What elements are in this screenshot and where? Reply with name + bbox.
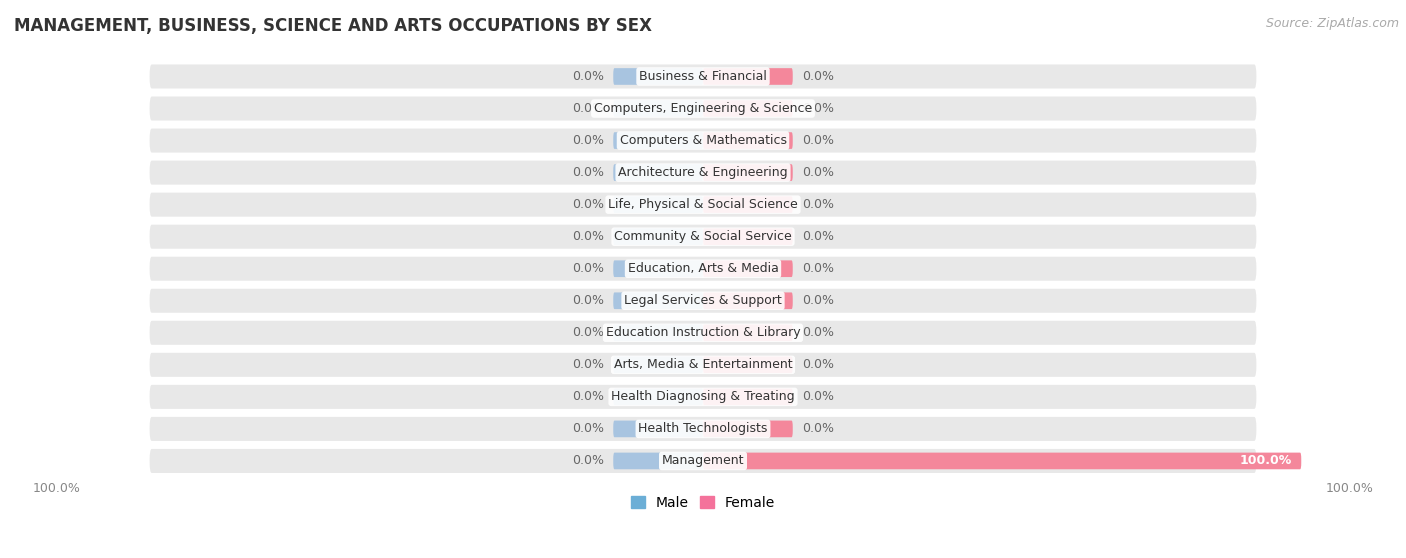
Text: 0.0%: 0.0%	[572, 198, 605, 211]
FancyBboxPatch shape	[149, 128, 1257, 152]
Text: Education, Arts & Media: Education, Arts & Media	[627, 262, 779, 275]
Text: Computers, Engineering & Science: Computers, Engineering & Science	[593, 102, 813, 115]
FancyBboxPatch shape	[613, 357, 703, 373]
FancyBboxPatch shape	[613, 228, 703, 245]
Text: 0.0%: 0.0%	[572, 102, 605, 115]
FancyBboxPatch shape	[613, 68, 703, 85]
Text: 0.0%: 0.0%	[801, 294, 834, 307]
FancyBboxPatch shape	[149, 193, 1257, 217]
FancyBboxPatch shape	[149, 353, 1257, 377]
Text: 0.0%: 0.0%	[801, 326, 834, 339]
FancyBboxPatch shape	[149, 288, 1257, 313]
FancyBboxPatch shape	[613, 100, 703, 117]
Text: 100.0%: 100.0%	[1240, 454, 1292, 468]
FancyBboxPatch shape	[613, 453, 703, 469]
Text: Source: ZipAtlas.com: Source: ZipAtlas.com	[1265, 17, 1399, 30]
FancyBboxPatch shape	[613, 196, 703, 213]
FancyBboxPatch shape	[149, 417, 1257, 441]
FancyBboxPatch shape	[703, 357, 793, 373]
FancyBboxPatch shape	[703, 164, 793, 181]
FancyBboxPatch shape	[703, 388, 793, 405]
FancyBboxPatch shape	[703, 196, 793, 213]
FancyBboxPatch shape	[613, 421, 703, 437]
Text: 0.0%: 0.0%	[572, 262, 605, 275]
FancyBboxPatch shape	[703, 292, 793, 309]
FancyBboxPatch shape	[149, 257, 1257, 281]
Text: 0.0%: 0.0%	[572, 326, 605, 339]
Text: Computers & Mathematics: Computers & Mathematics	[620, 134, 786, 147]
Text: 0.0%: 0.0%	[572, 294, 605, 307]
Text: Community & Social Service: Community & Social Service	[614, 230, 792, 243]
Text: 0.0%: 0.0%	[801, 166, 834, 179]
Text: Education Instruction & Library: Education Instruction & Library	[606, 326, 800, 339]
Text: 0.0%: 0.0%	[801, 230, 834, 243]
Text: 100.0%: 100.0%	[1326, 482, 1374, 495]
Text: Life, Physical & Social Science: Life, Physical & Social Science	[609, 198, 797, 211]
FancyBboxPatch shape	[703, 261, 793, 277]
Text: Arts, Media & Entertainment: Arts, Media & Entertainment	[613, 358, 793, 371]
FancyBboxPatch shape	[703, 68, 793, 85]
FancyBboxPatch shape	[149, 97, 1257, 121]
FancyBboxPatch shape	[703, 324, 793, 341]
FancyBboxPatch shape	[149, 321, 1257, 345]
Text: 0.0%: 0.0%	[801, 198, 834, 211]
Text: Health Technologists: Health Technologists	[638, 422, 768, 435]
FancyBboxPatch shape	[149, 65, 1257, 89]
FancyBboxPatch shape	[613, 292, 703, 309]
FancyBboxPatch shape	[613, 261, 703, 277]
FancyBboxPatch shape	[703, 228, 793, 245]
Text: 0.0%: 0.0%	[572, 422, 605, 435]
Legend: Male, Female: Male, Female	[626, 490, 780, 515]
FancyBboxPatch shape	[149, 161, 1257, 185]
Text: 0.0%: 0.0%	[572, 454, 605, 468]
FancyBboxPatch shape	[703, 453, 1302, 469]
Text: 0.0%: 0.0%	[572, 358, 605, 371]
FancyBboxPatch shape	[149, 449, 1257, 473]
Text: Management: Management	[662, 454, 744, 468]
Text: 0.0%: 0.0%	[801, 70, 834, 83]
Text: 0.0%: 0.0%	[801, 358, 834, 371]
FancyBboxPatch shape	[613, 164, 703, 181]
Text: 100.0%: 100.0%	[32, 482, 80, 495]
Text: 0.0%: 0.0%	[572, 391, 605, 403]
FancyBboxPatch shape	[613, 324, 703, 341]
FancyBboxPatch shape	[613, 132, 703, 149]
Text: 0.0%: 0.0%	[572, 230, 605, 243]
FancyBboxPatch shape	[149, 385, 1257, 409]
Text: Health Diagnosing & Treating: Health Diagnosing & Treating	[612, 391, 794, 403]
Text: 0.0%: 0.0%	[572, 134, 605, 147]
Text: Business & Financial: Business & Financial	[640, 70, 766, 83]
Text: Legal Services & Support: Legal Services & Support	[624, 294, 782, 307]
FancyBboxPatch shape	[703, 100, 793, 117]
Text: 0.0%: 0.0%	[801, 102, 834, 115]
Text: 0.0%: 0.0%	[572, 166, 605, 179]
Text: MANAGEMENT, BUSINESS, SCIENCE AND ARTS OCCUPATIONS BY SEX: MANAGEMENT, BUSINESS, SCIENCE AND ARTS O…	[14, 17, 652, 35]
Text: Architecture & Engineering: Architecture & Engineering	[619, 166, 787, 179]
Text: 0.0%: 0.0%	[572, 70, 605, 83]
Text: 0.0%: 0.0%	[801, 134, 834, 147]
FancyBboxPatch shape	[703, 421, 793, 437]
FancyBboxPatch shape	[613, 388, 703, 405]
Text: 0.0%: 0.0%	[801, 422, 834, 435]
FancyBboxPatch shape	[149, 225, 1257, 249]
Text: 0.0%: 0.0%	[801, 391, 834, 403]
Text: 0.0%: 0.0%	[801, 262, 834, 275]
FancyBboxPatch shape	[703, 132, 793, 149]
